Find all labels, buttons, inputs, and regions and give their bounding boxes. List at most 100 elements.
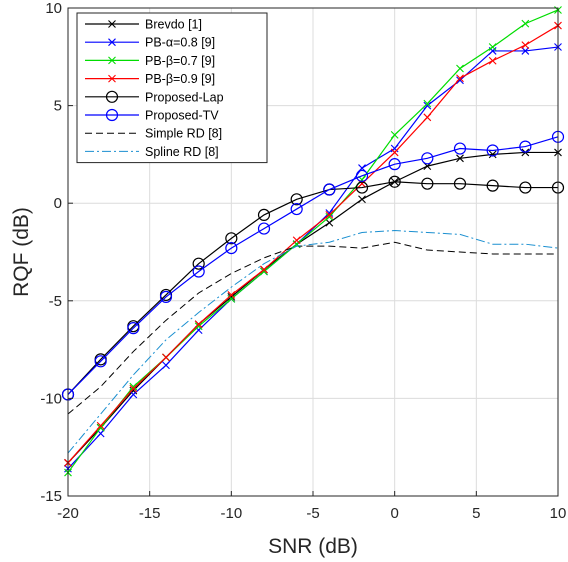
series-1-point-14 <box>521 47 530 55</box>
series-3-point-13-stroke-b <box>488 56 497 65</box>
series-1-point-11 <box>423 101 432 110</box>
series-1-point-1-stroke-b <box>96 429 105 438</box>
series-3-point-7 <box>292 236 301 245</box>
legend-marker-3-stroke-b <box>108 74 116 83</box>
series-3-point-6 <box>260 265 268 274</box>
series-4-point-10 <box>388 175 401 188</box>
series-4-point-7 <box>290 193 303 206</box>
series-1-point-12 <box>456 76 464 85</box>
series-2-point-1-stroke-b <box>96 423 105 432</box>
series-3-point-14 <box>521 41 530 49</box>
legend-entry-1: PB-α=0.8 [9] <box>85 36 215 50</box>
series-4-point-4 <box>192 257 205 270</box>
series-4-point-14 <box>519 181 532 194</box>
series-0-point-12 <box>456 154 464 163</box>
series-5-point-14 <box>519 140 532 153</box>
series-5-point-1 <box>94 355 107 368</box>
legend-box <box>76 12 268 164</box>
series-7-line <box>67 230 559 454</box>
series-2-point-14 <box>521 19 530 28</box>
series-7 <box>67 230 559 454</box>
series-1-point-3 <box>162 361 170 370</box>
series-4-point-12 <box>453 177 467 190</box>
series-3-line <box>67 25 559 464</box>
series-5-point-12 <box>453 142 467 155</box>
legend-marker-2-stroke-b <box>108 56 116 65</box>
series-3-point-12-stroke-b <box>456 74 464 83</box>
series-2-point-2 <box>129 382 138 391</box>
legend-entry-0: Brevdo [1] <box>85 18 202 32</box>
legend-marker-0-stroke-b <box>108 20 116 28</box>
series-2-point-11-stroke-b <box>423 99 432 108</box>
legend: Brevdo [1] PB-α=0.8 [9] PB-β=0.7 [9] PB-β=0… <box>76 12 268 164</box>
series-2-point-6-stroke-b <box>260 267 268 276</box>
y-axis-label: RQF (dB) <box>10 207 33 297</box>
x-tick-label-3: -5 <box>306 505 319 522</box>
series-5-line <box>67 136 559 395</box>
legend-marker-5 <box>105 108 119 122</box>
series-3-point-14-stroke-b <box>521 41 530 49</box>
legend-label-7: Spline RD [8] <box>145 145 219 159</box>
y-tick-label-2: -5 <box>49 293 62 310</box>
series-4-point-5 <box>225 232 238 245</box>
series-2-point-11 <box>423 99 432 108</box>
legend-marker-4 <box>105 90 119 103</box>
legend-entry-6: Simple RD [8] <box>85 127 222 141</box>
series-3-point-8 <box>325 211 334 219</box>
series-5-point-11 <box>421 152 434 165</box>
series-1-point-3-stroke-b <box>162 361 170 370</box>
series-1-line <box>67 46 559 470</box>
legend-label-0: Brevdo [1] <box>145 18 202 32</box>
legend-entry-4: Proposed-Lap <box>85 90 224 104</box>
series-5-point-13 <box>486 144 499 157</box>
series-0-point-13 <box>488 150 497 159</box>
legend-marker-0 <box>108 20 116 28</box>
series-5-point-9 <box>355 169 369 182</box>
series-4-point-9 <box>355 181 369 194</box>
series-2-point-14-stroke-b <box>521 19 530 28</box>
x-tick-label-5: 5 <box>472 505 480 522</box>
series-3-point-5-stroke-b <box>227 291 236 299</box>
legend-entry-5: Proposed-TV <box>85 109 219 123</box>
legend-entry-7: Spline RD [8] <box>85 145 219 159</box>
series-2-point-12-stroke-b <box>456 64 464 73</box>
series-3-point-2-stroke-b <box>129 384 138 393</box>
x-axis-label: SNR (dB) <box>268 535 358 558</box>
series-3-point-3-stroke-b <box>162 353 170 362</box>
series-3-point-11 <box>423 113 432 122</box>
series-0-point-13-stroke-b <box>488 150 497 159</box>
series-3-point-1 <box>96 421 105 430</box>
x-tick-label-2: -10 <box>220 505 242 522</box>
series-0-line <box>67 151 558 464</box>
series-1-point-2-stroke-b <box>129 390 138 399</box>
series-1-point-12-stroke-b <box>456 76 464 85</box>
series-5 <box>61 130 565 401</box>
series-2-point-12 <box>456 64 464 73</box>
legend-label-6: Simple RD [8] <box>145 127 222 141</box>
series-5-point-3 <box>159 290 173 303</box>
y-tick-label-1: -10 <box>40 390 62 407</box>
series-3-point-13 <box>488 56 497 65</box>
series-1-point-14-stroke-b <box>521 47 530 55</box>
legend-label-3: PB-β=0.9 [9] <box>145 72 215 86</box>
series-5-point-5 <box>225 241 238 255</box>
series-2-line <box>67 9 559 473</box>
y-tick-label-3: 0 <box>54 195 62 212</box>
series-4-line <box>67 181 558 395</box>
series-0-point-9-stroke-b <box>358 195 366 204</box>
series-0-point-12-stroke-b <box>456 154 464 163</box>
legend-marker-1 <box>108 38 116 47</box>
x-tick-label-4: 0 <box>390 505 398 522</box>
series-3-point-7-stroke-b <box>292 236 301 245</box>
series-3-point-10 <box>390 148 399 157</box>
series-0-point-5 <box>227 293 236 301</box>
series-3-point-11-stroke-b <box>423 113 432 122</box>
series-3 <box>64 21 562 467</box>
legend-label-4: Proposed-Lap <box>145 90 224 104</box>
series-5-point-8 <box>323 183 336 196</box>
series-0-point-9 <box>358 195 366 204</box>
legend-label-2: PB-β=0.7 [9] <box>145 54 215 68</box>
series-5-point-7 <box>290 202 303 216</box>
series-1-point-11-stroke-b <box>423 101 432 110</box>
